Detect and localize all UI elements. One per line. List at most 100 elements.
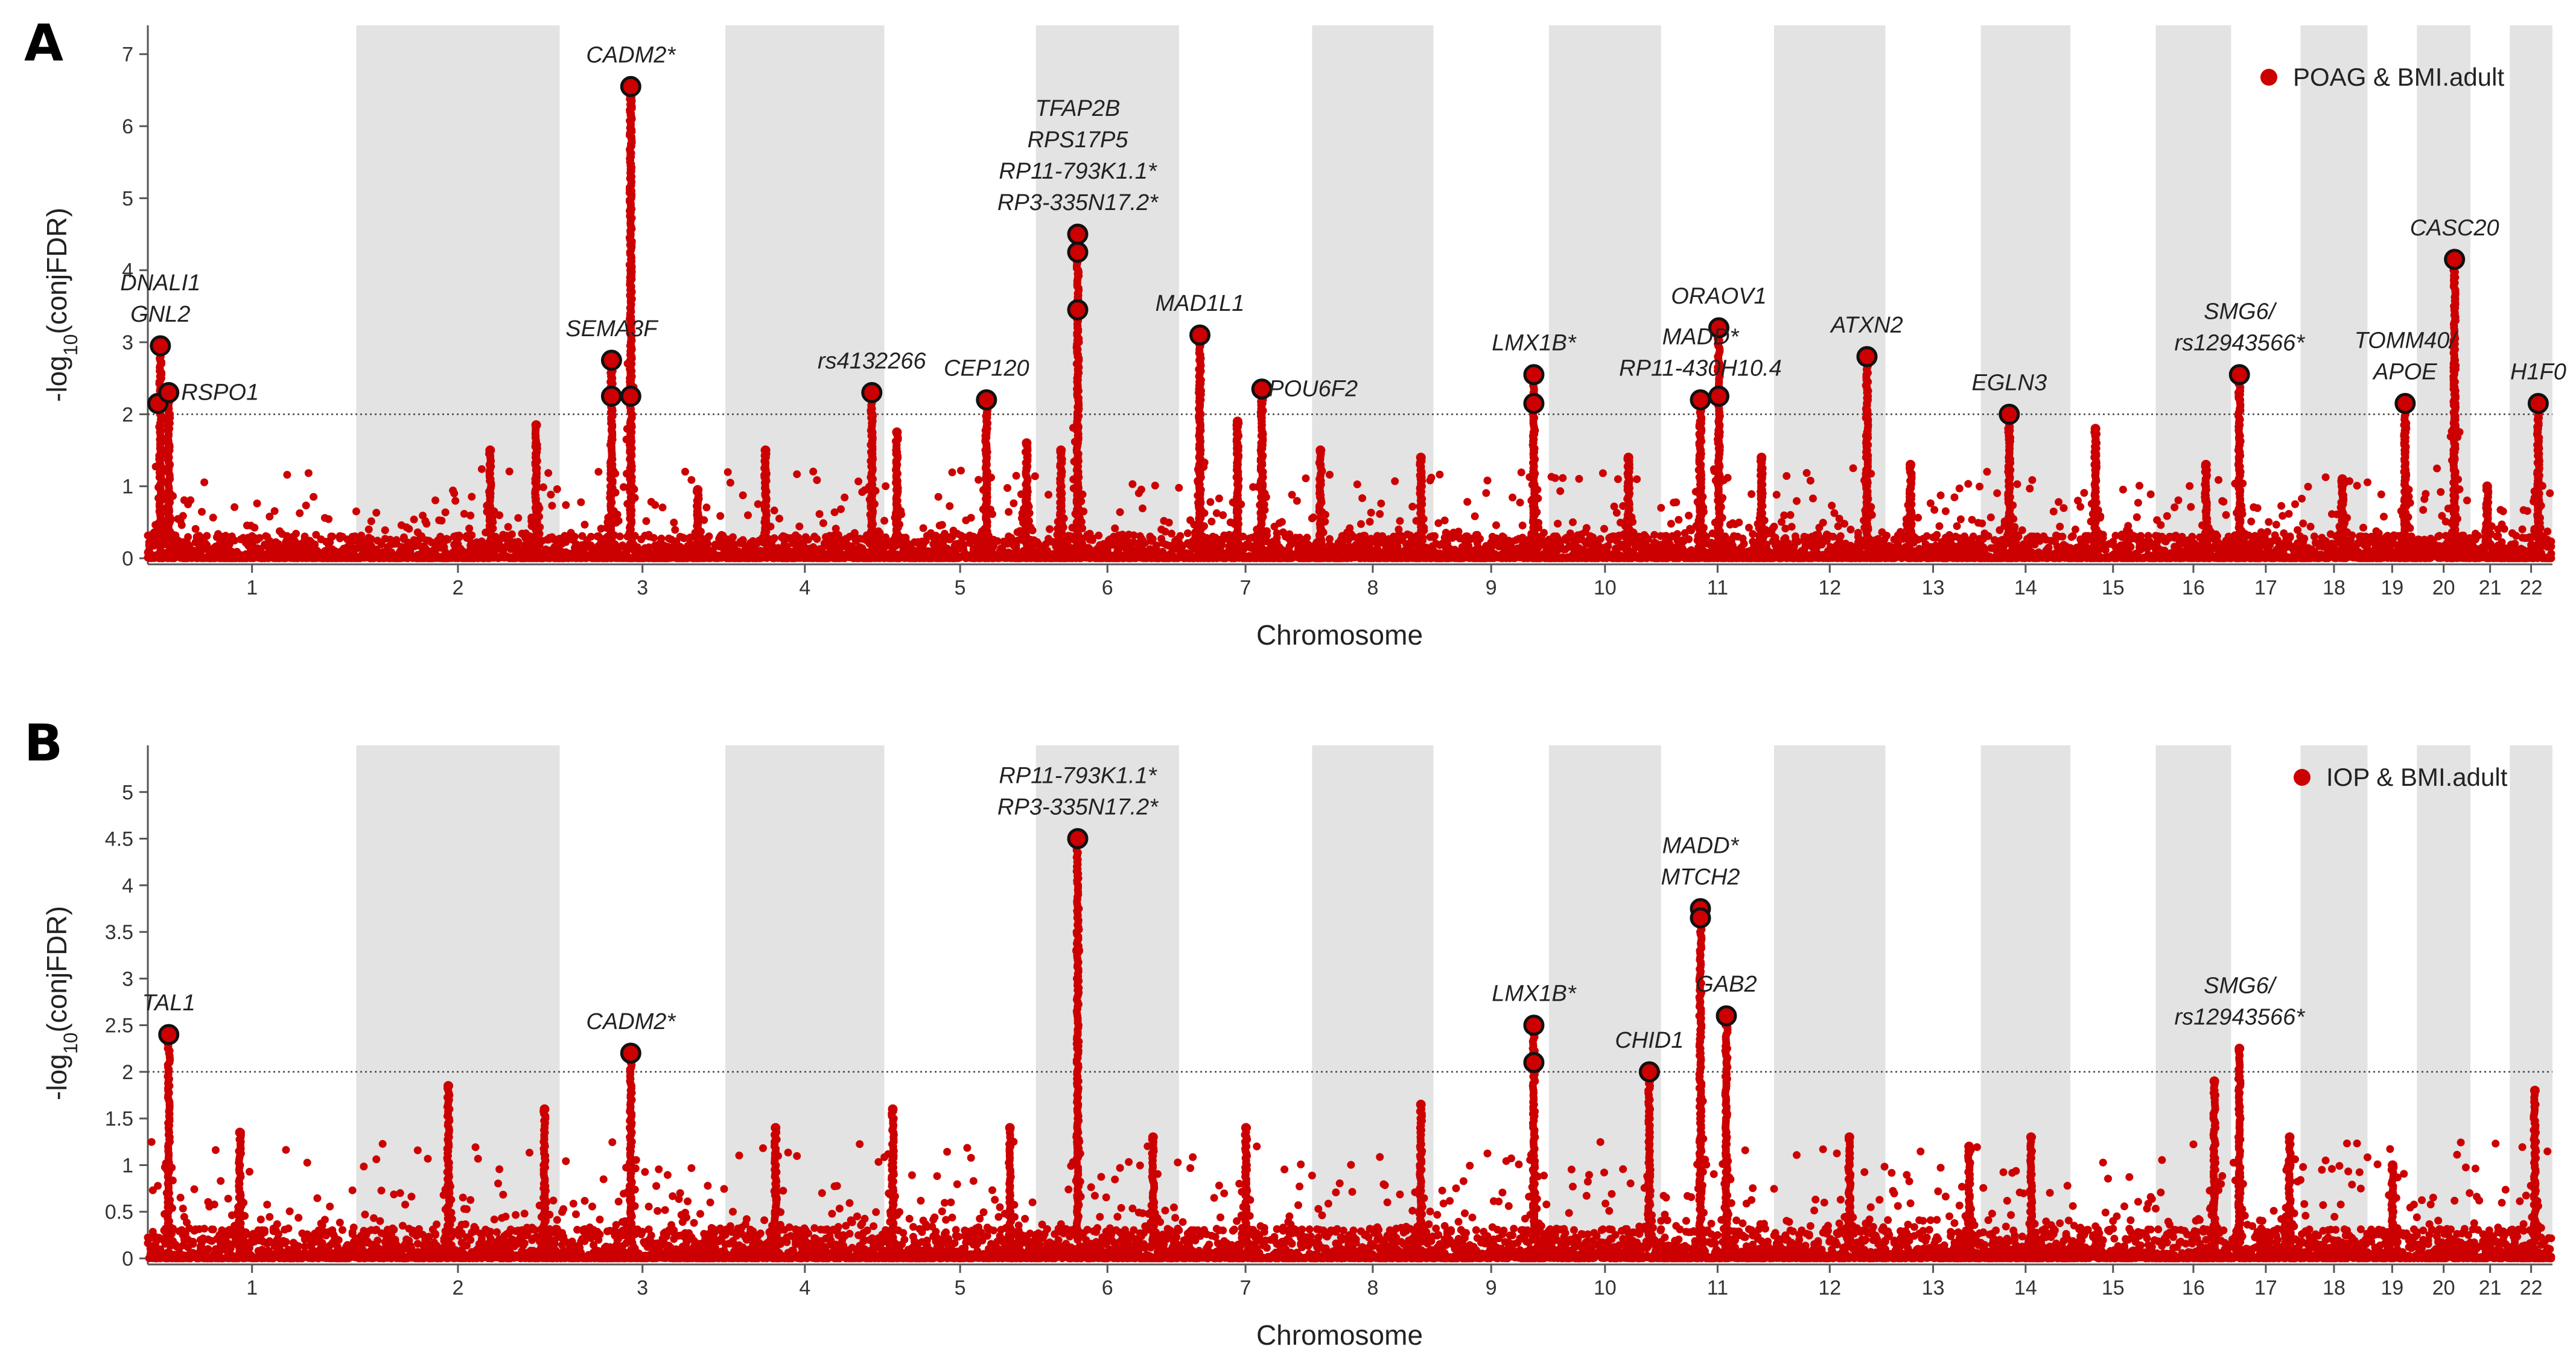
panel-a-y-tick-label: 6 [122, 115, 133, 138]
panel-b-peak-point-1 [235, 1127, 245, 1138]
panel-b-x-tick-label: 3 [637, 1277, 648, 1299]
panel-b-legend-label: IOP & BMI.adult [2326, 763, 2508, 791]
panel-b-x-tick-label: 14 [2014, 1277, 2037, 1299]
panel-a-y-tick-label: 4 [122, 260, 133, 282]
panel-a-gene-label-7: MAD1L1 [1156, 291, 1245, 316]
panel-a-x-tick-label: 10 [1594, 576, 1617, 599]
panel-a-x-axis-label: Chromosome [1256, 619, 1423, 651]
panel-a-lead-snp-1 [150, 335, 171, 357]
panel-b-x-tick-label: 2 [452, 1277, 463, 1299]
panel-b-gene-label-1: CADM2* [586, 1009, 676, 1034]
panel-a-gene-label-4: rs4132266 [818, 349, 926, 374]
panel-b-peak-point-5 [771, 1123, 781, 1133]
panel-b-band-chr14 [1980, 745, 2071, 1258]
panel-a-gene-label-9: LMX1B* [1492, 331, 1577, 356]
panel-b-peak-point-17 [1964, 1141, 1974, 1152]
panel-a-lead-snp-5 [620, 75, 641, 97]
panel-b-x-tick-label: 6 [1102, 1277, 1113, 1299]
panel-b-gene-label-3: LMX1B* [1492, 981, 1577, 1007]
panel-a-gene-label-1: RSPO1 [181, 380, 259, 406]
panel-a-x-tick-label: 4 [799, 576, 810, 599]
panel-b-band-chr6 [1035, 745, 1179, 1258]
panel-b-x-tick-label: 20 [2432, 1277, 2455, 1299]
panel-b-peak-point-21 [2285, 1132, 2295, 1143]
panel-b-x-axis-label: Chromosome [1256, 1319, 1423, 1351]
panel-b-peak-point-20 [2234, 1044, 2245, 1054]
panel-b-chromosome-bands [356, 745, 2552, 1258]
panel-b-y-tick-label: 1.5 [105, 1108, 133, 1130]
panel-a-peak-point-7 [760, 445, 771, 456]
panel-b-gene-label-5: MADD* MTCH2 [1661, 833, 1740, 890]
panel-b-lead-snp-4 [1523, 1051, 1545, 1073]
panel-b-x-tick-label: 4 [799, 1277, 810, 1299]
panel-a-peak-point-12 [1056, 445, 1066, 456]
panel-b-lead-snp-3 [1523, 1015, 1545, 1036]
panel-b-gene-label-4: CHID1 [1615, 1028, 1684, 1053]
panel-a-band-chr16 [2155, 25, 2231, 558]
panel-a-band-chr2 [356, 25, 560, 558]
panel-b-lead-snp-7 [1690, 907, 1711, 929]
panel-b-peak-point-9 [1148, 1132, 1158, 1143]
panel-a-lead-snp-21 [2228, 364, 2250, 386]
panel-b-x-tick-label: 21 [2479, 1277, 2502, 1299]
panel-a-x-tick-label: 13 [1922, 576, 1945, 599]
panel-a-lead-snp-23 [2444, 249, 2466, 270]
panel-b-band-chr4 [725, 745, 885, 1258]
panel-a-band-chr4 [725, 25, 885, 558]
panel-a-x-tick-label: 12 [1818, 576, 1841, 599]
panel-a-y-tick-label: 5 [122, 187, 133, 210]
panel-a-lead-snp-4 [600, 386, 622, 407]
panel-a-x-tick-label: 6 [1102, 576, 1113, 599]
panel-a-gene-label-17: H1F0 [2510, 359, 2566, 384]
panel-a-x-tick-label: 9 [1486, 576, 1497, 599]
panel-a-legend: POAG & BMI.adult [2260, 63, 2504, 91]
panel-a-lead-snp-20 [1999, 403, 2020, 425]
panel-a-y-tick-label: 7 [122, 43, 133, 66]
panel-a-lead-snp-6 [620, 386, 641, 407]
panel-a-gene-label-6: TFAP2B RPS17P5 RP11-793K1.1* RP3-335N17.2* [997, 96, 1159, 215]
panel-a-peak-point-20 [1623, 452, 1633, 462]
panel-a-gene-label-2: SEMA3F [565, 316, 658, 342]
panel-b-gene-labels: TAL1 CADM2* RP11-793K1.1* RP3-335N17.2* LMX1… [142, 763, 2306, 1053]
panel-b-band-chr12 [1774, 745, 1886, 1258]
panel-b-y-tick-label: 0.5 [105, 1201, 133, 1224]
panel-b-x-tick-label: 15 [2102, 1277, 2125, 1299]
panel-b-y-tick-label: 4.5 [105, 828, 133, 851]
panel-a-band-chr22 [2510, 25, 2552, 558]
panel-a-x-tick-label: 7 [1240, 576, 1251, 599]
panel-b-gene-label-6: GAB2 [1696, 972, 1757, 997]
panel-a-x-tick-label: 2 [452, 576, 463, 599]
panel-a-gene-label-8: POU6F2 [1268, 377, 1358, 402]
panel-a-y-tick-label: 0 [122, 547, 133, 570]
panel-a-gene-label-0: DNALI1 GNL2 [120, 270, 200, 327]
panel-a-lead-snp-14 [1523, 364, 1545, 386]
panel-a-lead-snp-18 [1708, 386, 1729, 407]
panel-a-lead-snp-17 [1708, 317, 1729, 339]
panel-a-x-tick-label: 3 [637, 576, 648, 599]
panel-b-peak-point-6 [888, 1104, 898, 1114]
panel-b-letter: B [24, 713, 63, 773]
panel-a-gene-label-5: CEP120 [944, 355, 1029, 381]
panel-a-peak-point-17 [1315, 445, 1326, 456]
panel-a-x-tick-label: 19 [2380, 576, 2403, 599]
panel-a-legend-label: POAG & BMI.adult [2293, 63, 2504, 91]
panel-a-lead-snp-10 [1067, 241, 1089, 263]
panel-b-peak-point-16 [1844, 1132, 1854, 1143]
panel-b-peak-point-7 [1005, 1123, 1015, 1133]
panel-a-peak-point-27 [2090, 424, 2101, 434]
panel-a-lead-snp-16 [1690, 389, 1711, 410]
panel-a-x-tick-label: 16 [2182, 576, 2205, 599]
panel-a-lead-snp-15 [1523, 392, 1545, 414]
panel-b-x-tick-label: 7 [1240, 1277, 1251, 1299]
panel-b-peak-point-19 [2209, 1076, 2219, 1086]
panel-a-lead-snp-13 [1251, 378, 1273, 400]
panel-a-x-tick-label: 20 [2432, 576, 2455, 599]
panel-b-legend: IOP & BMI.adult [2294, 763, 2508, 791]
panel-a-peak-point-6 [693, 485, 703, 495]
panel-a-highlighted-points [147, 75, 2549, 425]
panel-b-band-chr20 [2417, 745, 2471, 1258]
panel-a-lead-snp-22 [2394, 392, 2416, 414]
panel-a-band-chr8 [1312, 25, 1434, 558]
panel-b-highlighted-points [158, 828, 1737, 1083]
